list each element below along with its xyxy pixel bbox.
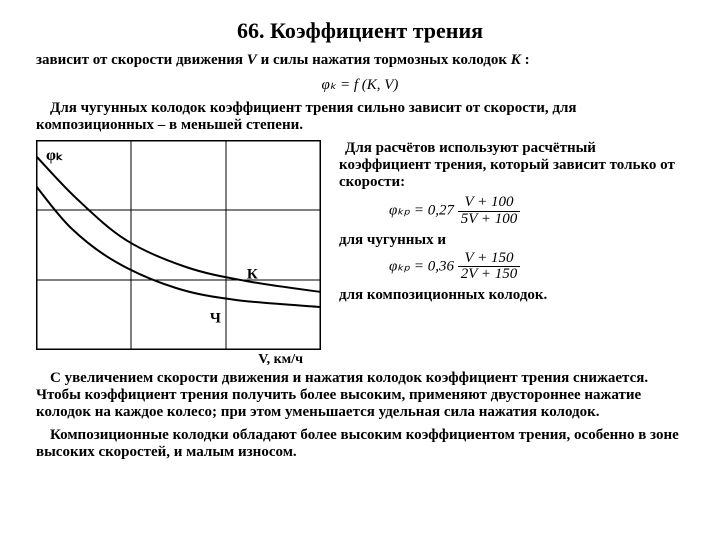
formula-between-2: для композиционных колодок. (339, 287, 684, 304)
formula-comp-lhs: φₖₚ = 0,36 (389, 258, 458, 274)
bottom-para-1: С увеличением скорости движения и нажати… (36, 370, 684, 421)
curve-Ch-label: Ч (210, 311, 221, 327)
two-column-region: φₖ К Ч V, км/ч Для расчётов используют рас… (36, 140, 684, 368)
curve-K-label: К (247, 267, 258, 283)
equation-main: φₖ = f (K, V) (36, 75, 684, 94)
formula-cast-lhs: φₖₚ = 0,27 (389, 203, 458, 219)
formula-cast-num: V + 100 (458, 195, 521, 212)
page-root: 66. Коэффициент трения зависит от скорос… (0, 0, 720, 540)
bottom-paragraphs: С увеличением скорости движения и нажати… (36, 370, 684, 461)
right-intro: Для расчётов используют расчётный коэффи… (339, 140, 684, 191)
depends-line-b: и силы нажатия тормозных колодок (257, 52, 511, 68)
formula-comp-fraction: V + 150 2V + 150 (458, 251, 521, 284)
friction-chart: φₖ К Ч (36, 140, 321, 350)
depends-line: зависит от скорости движения V и силы на… (36, 52, 684, 69)
depends-line-a: зависит от скорости движения (36, 52, 247, 68)
chart-container: φₖ К Ч V, км/ч (36, 140, 321, 368)
formula-cast-iron: φₖₚ = 0,27 V + 100 5V + 100 (339, 195, 684, 228)
chart-y-axis-label: φₖ (46, 147, 63, 164)
formula-comp-den: 2V + 150 (458, 267, 521, 283)
formula-cast-fraction: V + 100 5V + 100 (458, 195, 521, 228)
formula-cast-den: 5V + 100 (458, 212, 521, 228)
var-K: K (511, 52, 521, 68)
var-V: V (247, 52, 257, 68)
bottom-para-2: Композиционные колодки обладают более вы… (36, 427, 684, 461)
page-title: 66. Коэффициент трения (36, 18, 684, 44)
curve-Ch (36, 186, 321, 307)
chart-x-axis-label: V, км/ч (36, 352, 321, 368)
depends-line-c: : (521, 52, 530, 68)
formula-composite: φₖₚ = 0,36 V + 150 2V + 150 (339, 251, 684, 284)
curve-K (36, 156, 321, 292)
formula-comp-num: V + 150 (458, 251, 521, 268)
paragraph-iron-vs-composite: Для чугунных колодок коэффициент трения … (36, 100, 684, 134)
formula-column: Для расчётов используют расчётный коэффи… (339, 140, 684, 368)
formula-between-1: для чугунных и (339, 232, 684, 249)
